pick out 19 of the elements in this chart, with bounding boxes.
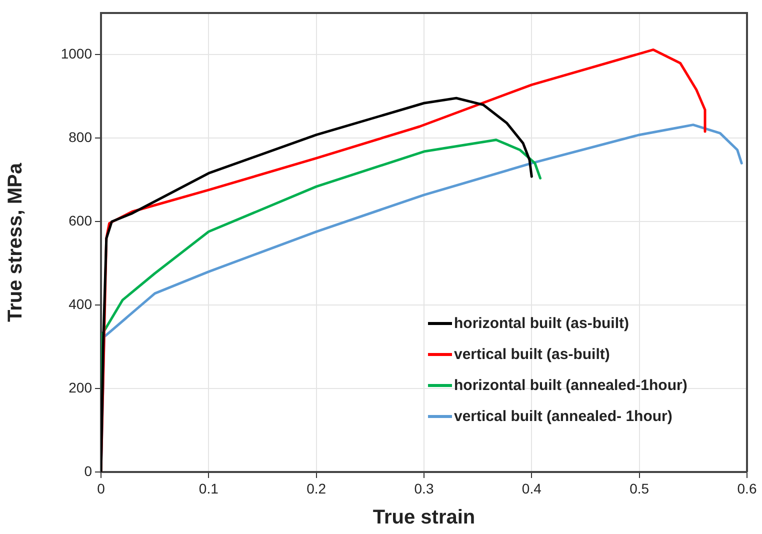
y-tick-label: 1000 <box>60 46 92 62</box>
x-tick-label: 0.1 <box>198 480 219 496</box>
x-tick-label: 0.4 <box>522 480 542 496</box>
y-tick-label: 0 <box>84 462 92 479</box>
legend-label: vertical built (as-built) <box>454 346 610 363</box>
x-tick-label: 0 <box>97 480 106 496</box>
x-tick-label: 0.3 <box>414 480 434 496</box>
y-axis-title: True stress, MPa <box>4 162 27 322</box>
legend-label: horizontal built (annealed-1hour) <box>454 377 688 394</box>
legend-label: vertical built (annealed- 1hour) <box>454 408 672 425</box>
y-tick-label: 200 <box>68 379 92 396</box>
y-tick-label: 400 <box>68 296 92 312</box>
y-tick-label: 800 <box>68 129 92 146</box>
legend-label: horizontal built (as-built) <box>454 315 629 332</box>
x-tick-label: 0.2 <box>306 480 326 496</box>
x-tick-label: 0.5 <box>630 480 650 496</box>
x-axis-title: True strain <box>372 506 476 529</box>
y-tick-label: 600 <box>68 212 92 228</box>
x-tick-label: 0.6 <box>737 480 757 496</box>
